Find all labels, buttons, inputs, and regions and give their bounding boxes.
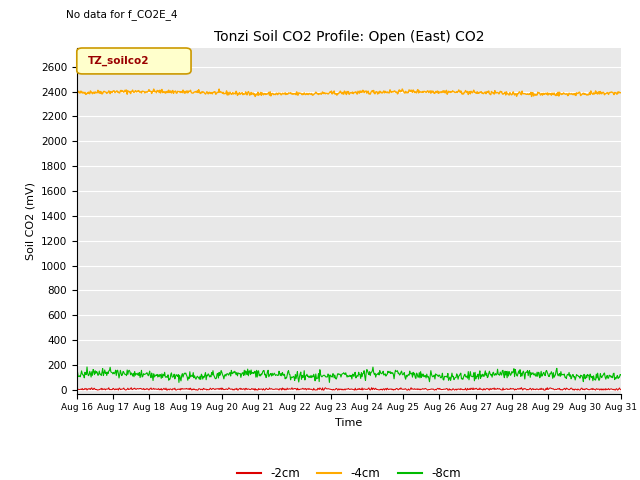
-8cm <box>107 369 115 375</box>
-4cm <box>106 91 114 96</box>
-8cm <box>421 373 429 379</box>
-8cm <box>543 368 550 373</box>
-8cm <box>617 372 625 378</box>
-4cm <box>73 89 81 95</box>
Line: -8cm: -8cm <box>77 367 621 383</box>
-8cm <box>73 372 81 378</box>
-2cm <box>83 387 91 393</box>
FancyBboxPatch shape <box>77 48 191 74</box>
X-axis label: Time: Time <box>335 418 362 428</box>
-4cm <box>404 90 412 96</box>
-2cm <box>486 385 494 391</box>
-8cm <box>487 372 495 378</box>
-4cm <box>617 90 625 96</box>
Line: -2cm: -2cm <box>77 388 621 390</box>
-2cm <box>73 386 81 392</box>
-2cm <box>617 387 625 393</box>
-8cm <box>83 364 91 370</box>
-2cm <box>404 387 412 393</box>
Text: No data for f_CO2E_4: No data for f_CO2E_4 <box>66 10 177 20</box>
-8cm <box>404 372 412 377</box>
Title: Tonzi Soil CO2 Profile: Open (East) CO2: Tonzi Soil CO2 Profile: Open (East) CO2 <box>214 30 484 44</box>
-4cm <box>252 94 259 99</box>
Legend: -2cm, -4cm, -8cm: -2cm, -4cm, -8cm <box>232 462 465 480</box>
Line: -4cm: -4cm <box>77 89 621 96</box>
-2cm <box>420 386 428 392</box>
-8cm <box>175 380 183 385</box>
Text: TZ_soilco2: TZ_soilco2 <box>88 56 149 66</box>
-4cm <box>487 92 495 97</box>
-2cm <box>518 385 525 391</box>
-2cm <box>107 387 115 393</box>
-2cm <box>390 387 397 393</box>
-8cm <box>390 376 398 382</box>
Y-axis label: Soil CO2 (mV): Soil CO2 (mV) <box>25 182 35 260</box>
-2cm <box>543 387 550 393</box>
-4cm <box>390 89 397 95</box>
-4cm <box>421 89 429 95</box>
-4cm <box>543 92 550 97</box>
-4cm <box>399 86 406 92</box>
